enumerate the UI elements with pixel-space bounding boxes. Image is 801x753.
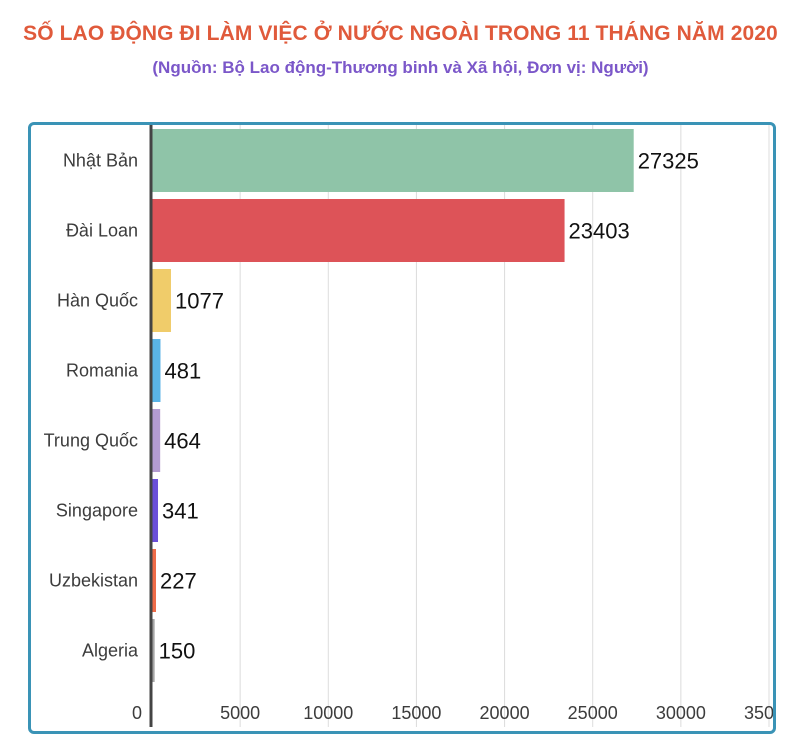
- value-label-7: 150: [159, 639, 196, 664]
- category-label-7: Algeria: [82, 641, 139, 661]
- value-label-3: 481: [164, 359, 201, 384]
- category-label-0: Nhật Bản: [63, 151, 138, 171]
- value-label-2: 1077: [175, 289, 224, 314]
- bar-4: [152, 409, 161, 472]
- x-tick-label-15000: 15000: [391, 703, 441, 723]
- category-label-6: Uzbekistan: [49, 571, 138, 591]
- labels: 0 5000 10000 15000 20000 25000 30000 35000 Nhật …: [44, 149, 773, 724]
- bar-0: [152, 129, 634, 192]
- bar-6: [152, 549, 157, 612]
- category-label-1: Đài Loan: [66, 221, 138, 241]
- bar-3: [152, 339, 161, 402]
- bar-5: [152, 479, 159, 542]
- x-tick-label-10000: 10000: [303, 703, 353, 723]
- chart-title: SỐ LAO ĐỘNG ĐI LÀM VIỆC Ở NƯỚC NGOÀI TRO…: [23, 22, 778, 45]
- x-tick-label-25000: 25000: [568, 703, 618, 723]
- x-tick-label-0: 0: [132, 703, 142, 723]
- chart-subtitle: (Nguồn: Bộ Lao động-Thương binh và Xã hộ…: [152, 58, 649, 77]
- category-label-2: Hàn Quốc: [57, 291, 138, 311]
- value-label-6: 227: [160, 569, 197, 594]
- bar-1: [152, 199, 565, 262]
- value-label-0: 27325: [638, 149, 699, 174]
- x-tick-label-5000: 5000: [220, 703, 260, 723]
- category-label-3: Romania: [66, 361, 139, 381]
- category-label-5: Singapore: [56, 501, 138, 521]
- value-label-4: 464: [164, 429, 201, 454]
- x-tick-label-35000: 35000: [744, 703, 773, 723]
- x-tick-label-20000: 20000: [480, 703, 530, 723]
- bar-chart: 0 5000 10000 15000 20000 25000 30000 35000 Nhật …: [44, 125, 773, 727]
- bars: [152, 129, 634, 682]
- bar-7: [152, 619, 155, 682]
- x-tick-label-30000: 30000: [656, 703, 706, 723]
- value-label-5: 341: [162, 499, 199, 524]
- category-label-4: Trung Quốc: [44, 431, 138, 451]
- value-label-1: 23403: [569, 219, 630, 244]
- chart-frame: 0 5000 10000 15000 20000 25000 30000 35000 Nhật …: [28, 122, 776, 734]
- bar-2: [152, 269, 171, 332]
